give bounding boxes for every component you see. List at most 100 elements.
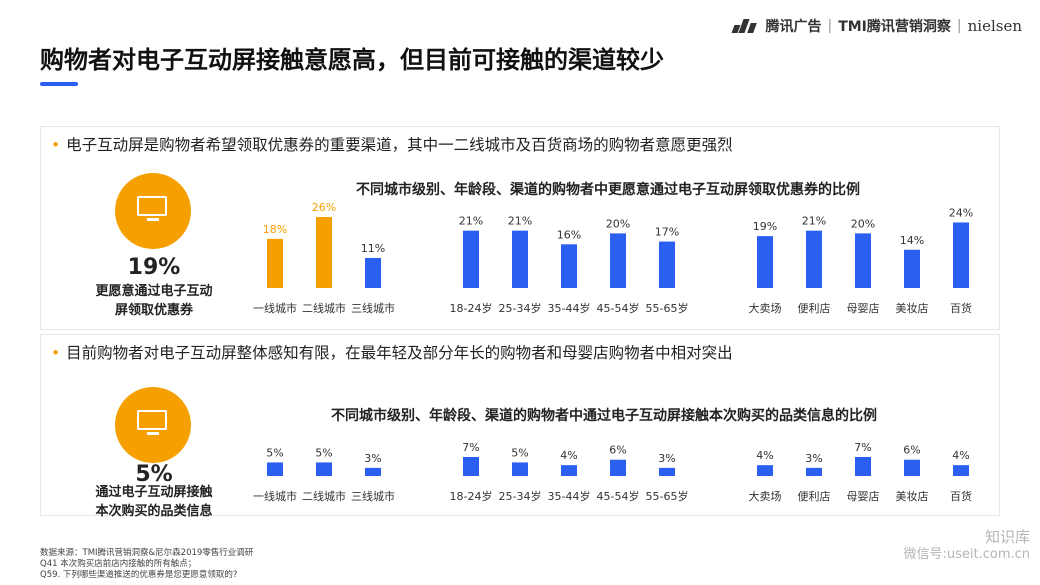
data-label-0-4: 21% <box>508 215 532 228</box>
category-label-0-6: 45-54岁 <box>597 301 640 315</box>
category-label-0-10: 母婴店 <box>847 301 880 315</box>
category-label-1-9: 便利店 <box>798 489 831 503</box>
bar-1-7 <box>659 467 675 476</box>
kpi-coupon-label-line2: 屏领取优惠券 <box>114 303 193 318</box>
brand-nielsen: nielsen <box>967 17 1022 35</box>
bar-1-5 <box>561 465 577 476</box>
category-label-0-2: 三线城市 <box>351 301 395 315</box>
footnote-q41: Q41 本次购买店前店内接触的所有触点； <box>40 559 197 569</box>
data-label-1-12: 4% <box>952 449 969 462</box>
bar-0-12 <box>953 222 969 288</box>
monitor-stand <box>147 218 159 221</box>
bar-0-4 <box>512 230 528 288</box>
data-label-0-2: 11% <box>361 242 385 255</box>
brand-separator: | <box>827 18 833 34</box>
category-label-0-4: 25-34岁 <box>499 301 542 315</box>
panel-info: • 目前购物者对电子互动屏整体感知有限，在最年轻及部分年长的购物者和母婴店购物者中… <box>40 334 1000 519</box>
category-label-1-3: 18-24岁 <box>450 489 493 503</box>
category-label-0-5: 35-44岁 <box>548 301 591 315</box>
title-underline <box>40 82 78 86</box>
bullet-dot-icon: • <box>51 136 61 154</box>
category-label-0-1: 二线城市 <box>302 301 346 315</box>
data-label-0-0: 18% <box>263 223 287 236</box>
panel-info-bullet-text: 目前购物者对电子互动屏整体感知有限，在最年轻及部分年长的购物者和母婴店购物者中相… <box>66 344 733 362</box>
bar-0-6 <box>610 233 626 288</box>
bar-0-8 <box>757 236 773 288</box>
data-label-1-10: 7% <box>854 441 871 454</box>
panel-info-bullet: • 目前购物者对电子互动屏整体感知有限，在最年轻及部分年长的购物者和母婴店购物者中… <box>51 341 733 363</box>
category-label-0-0: 一线城市 <box>253 301 297 315</box>
bar-1-0 <box>267 462 283 476</box>
brand-separator-2: | <box>956 18 962 34</box>
kpi-coupon-label-line1: 更愿意通过电子互动 <box>95 284 213 299</box>
kpi-info-label-line2: 本次购买的品类信息 <box>95 504 213 519</box>
monitor-screen <box>137 196 167 216</box>
bar-1-8 <box>757 465 773 476</box>
bar-1-1 <box>316 462 332 476</box>
bullet-dot-icon: • <box>51 344 61 362</box>
watermark-name: 知识库 <box>984 528 1030 546</box>
category-label-1-11: 美妆店 <box>896 489 929 503</box>
category-label-1-2: 三线城市 <box>351 489 395 503</box>
category-label-1-0: 一线城市 <box>253 489 297 503</box>
footnote-source: 数据来源：TMI腾讯营销洞察&尼尔森2019零售行业调研 <box>40 548 254 558</box>
category-label-0-12: 百货 <box>950 301 972 315</box>
bar-0-2 <box>365 257 381 288</box>
category-label-1-10: 母婴店 <box>847 489 880 503</box>
watermark: 知识库 微信号:useit.com.cn <box>903 528 1030 564</box>
kpi-info-label-line1: 通过电子互动屏接触 <box>95 485 213 500</box>
category-label-0-3: 18-24岁 <box>450 301 493 315</box>
brand-tmi: TMI腾讯营销洞察 <box>838 19 951 35</box>
category-label-0-7: 55-65岁 <box>646 301 689 315</box>
data-label-1-8: 4% <box>756 449 773 462</box>
footnote: 数据来源：TMI腾讯营销洞察&尼尔森2019零售行业调研 Q41 本次购买店前店… <box>40 548 253 581</box>
category-label-1-6: 45-54岁 <box>597 489 640 503</box>
category-label-1-7: 55-65岁 <box>646 489 689 503</box>
bar-1-4 <box>512 462 528 476</box>
data-label-1-3: 7% <box>462 441 479 454</box>
chart-coupon-title: 不同城市级别、年龄段、渠道的购物者中更愿意通过电子互动屏领取优惠券的比例 <box>356 182 860 198</box>
monitor-screen <box>137 410 167 430</box>
data-label-0-10: 20% <box>851 217 875 230</box>
data-label-0-6: 20% <box>606 217 630 230</box>
bar-1-3 <box>463 457 479 476</box>
data-label-0-12: 24% <box>949 206 973 219</box>
category-label-1-12: 百货 <box>950 489 972 503</box>
bar-1-6 <box>610 459 626 476</box>
footnote-q59: Q59. 下列哪些渠道推送的优惠券是您更愿意领取的? <box>40 570 238 580</box>
monitor-icon <box>115 173 191 249</box>
kpi-info-value: 5% <box>135 462 173 487</box>
category-label-1-8: 大卖场 <box>749 489 782 503</box>
category-label-1-1: 二线城市 <box>302 489 346 503</box>
data-label-0-11: 14% <box>900 234 924 247</box>
panel-coupon-bullet-text: 电子互动屏是购物者希望领取优惠券的重要渠道，其中一二线城市及百货商场的购物者意愿… <box>66 136 733 154</box>
data-label-1-5: 4% <box>560 449 577 462</box>
bar-0-11 <box>904 249 920 288</box>
brand-header: 腾讯广告 | TMI腾讯营销洞察 | nielsen <box>732 16 1022 36</box>
data-label-1-0: 5% <box>266 446 283 459</box>
data-label-1-9: 3% <box>805 452 822 465</box>
monitor-icon <box>115 387 191 463</box>
data-label-1-11: 6% <box>903 444 920 457</box>
category-label-0-11: 美妆店 <box>896 301 929 315</box>
bar-1-12 <box>953 465 969 476</box>
monitor-stand <box>147 432 159 435</box>
watermark-sub: 微信号:useit.com.cn <box>903 547 1030 562</box>
bar-0-7 <box>659 241 675 288</box>
bar-0-1 <box>316 217 332 288</box>
category-label-1-4: 25-34岁 <box>499 489 542 503</box>
category-label-0-8: 大卖场 <box>749 301 782 315</box>
category-label-1-5: 35-44岁 <box>548 489 591 503</box>
data-label-1-4: 5% <box>511 446 528 459</box>
data-label-1-2: 3% <box>364 452 381 465</box>
chart-info-title: 不同城市级别、年龄段、渠道的购物者中通过电子互动屏接触本次购买的品类信息的比例 <box>331 408 877 424</box>
data-label-1-1: 5% <box>315 446 332 459</box>
bar-0-0 <box>267 238 283 288</box>
data-label-0-5: 16% <box>557 228 581 241</box>
data-label-0-8: 19% <box>753 220 777 233</box>
page-title: 购物者对电子互动屏接触意愿高，但目前可接触的渠道较少 <box>40 46 664 74</box>
panel-coupon-bullet: • 电子互动屏是购物者希望领取优惠券的重要渠道，其中一二线城市及百货商场的购物者意… <box>51 133 733 155</box>
data-label-0-7: 17% <box>655 226 679 239</box>
panel-coupon: • 电子互动屏是购物者希望领取优惠券的重要渠道，其中一二线城市及百货商场的购物者意… <box>40 126 1000 330</box>
